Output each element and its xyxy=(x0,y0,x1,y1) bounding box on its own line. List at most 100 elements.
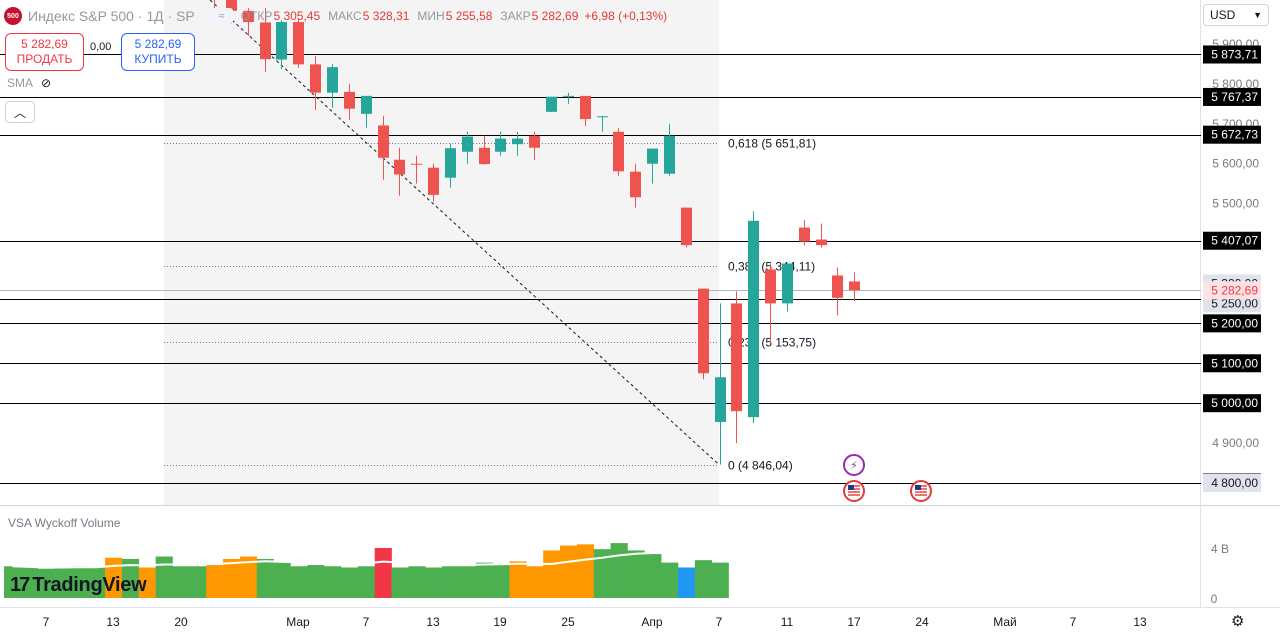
volume-bar xyxy=(458,566,477,598)
volume-bar xyxy=(526,566,544,598)
candle-body xyxy=(529,135,540,148)
volume-bar xyxy=(576,544,595,598)
us-flag-icon xyxy=(910,480,932,502)
candle-body xyxy=(226,0,237,11)
time-axis-label: 7 xyxy=(43,615,50,629)
candle-body xyxy=(664,135,675,174)
time-axis-label: 25 xyxy=(561,615,575,629)
volume-bar xyxy=(442,566,460,598)
change-value: +6,98 (+0,13%) xyxy=(584,9,668,23)
sell-label: ПРОДАТЬ xyxy=(16,52,73,66)
level-label: 5 873,71 xyxy=(1211,47,1258,61)
candle-body xyxy=(832,275,843,298)
level-label: 5 407,07 xyxy=(1211,234,1258,248)
volume-bar xyxy=(711,562,729,598)
last-price-label: 5 282,69 xyxy=(1211,283,1258,297)
volume-bar xyxy=(121,558,140,598)
collapse-indicators-button[interactable]: ︿ xyxy=(5,101,35,123)
level-label: 5 767,37 xyxy=(1211,90,1258,104)
level-label-bg xyxy=(1203,314,1261,333)
volume-bar xyxy=(560,545,578,598)
candle-body xyxy=(748,220,759,418)
time-axis-label: 13 xyxy=(426,615,440,629)
time-axis-label: 13 xyxy=(106,615,120,629)
volume-bar xyxy=(138,567,156,598)
level-label: 5 200,00 xyxy=(1211,316,1258,330)
low-value: 5 255,58 xyxy=(445,9,493,23)
candle-body xyxy=(563,95,574,97)
volume-bar xyxy=(357,566,375,598)
candle-body xyxy=(260,22,271,60)
settings-gear-icon[interactable]: ⚙ xyxy=(1231,613,1245,630)
volume-bar xyxy=(661,562,679,598)
candle-body xyxy=(411,163,422,165)
volume-bar xyxy=(290,566,308,598)
lightning-icon xyxy=(843,454,865,476)
volume-bar xyxy=(694,560,712,598)
volume-bar xyxy=(408,566,426,598)
low-label: МИН xyxy=(417,9,445,23)
candle-body xyxy=(428,167,439,195)
volume-bar xyxy=(256,558,274,598)
volume-indicator-label[interactable]: VSA Wyckoff Volume xyxy=(8,516,121,530)
eye-off-icon[interactable]: ⊘ xyxy=(41,76,52,90)
volume-bar xyxy=(223,558,241,598)
buy-price: 5 282,69 xyxy=(134,37,182,51)
candle-body xyxy=(276,22,287,60)
buy-label: КУПИТЬ xyxy=(134,52,182,66)
volume-bar xyxy=(307,565,325,598)
sma-indicator[interactable]: SMA ⊘ xyxy=(7,76,51,90)
buy-button[interactable]: 5 282,69 КУПИТЬ xyxy=(121,33,195,71)
last-price-label-bg xyxy=(1203,281,1261,300)
candle-body xyxy=(698,288,709,374)
volume-axis-label: 0 xyxy=(1211,592,1218,606)
candle-body xyxy=(293,22,304,65)
close-value: 5 282,69 xyxy=(531,9,579,23)
time-axis-label: Май xyxy=(993,615,1017,629)
candle-body xyxy=(849,281,860,291)
volume-bar xyxy=(4,566,22,598)
currency-select[interactable]: USD ▼ xyxy=(1203,4,1269,26)
volume-bar xyxy=(593,549,611,598)
symbol-logo-icon[interactable]: 500 xyxy=(4,7,22,25)
time-axis-label: 17 xyxy=(847,615,861,629)
candle-body xyxy=(731,303,742,412)
currency-value: USD xyxy=(1210,8,1236,22)
sma-label: SMA xyxy=(7,76,34,90)
lightning-glyph: ⚡ xyxy=(850,459,858,472)
gray-level-label: 5 250,00 xyxy=(1211,296,1258,310)
tradingview-mark-icon: 17 xyxy=(10,574,30,596)
volume-bar xyxy=(341,567,359,598)
time-axis-label: 13 xyxy=(1133,615,1147,629)
volume-bar xyxy=(610,543,628,598)
sell-button[interactable]: 5 282,69 ПРОДАТЬ xyxy=(5,33,84,71)
high-label: МАКС xyxy=(328,9,362,23)
fib-level-label: 0,618 (5 651,81) xyxy=(728,137,816,151)
tradingview-logo[interactable]: 17 TradingView xyxy=(10,574,147,597)
price-axis-label: 5 600,00 xyxy=(1212,157,1259,171)
time-axis-label: 24 xyxy=(915,615,929,629)
level-label-bg xyxy=(1203,354,1261,373)
fib-level-label: 0 (4 846,04) xyxy=(728,459,793,473)
candle-body xyxy=(344,91,355,109)
time-axis-label: 7 xyxy=(716,615,723,629)
tradingview-wordmark: TradingView xyxy=(32,574,147,596)
price-axis-label: 4 900,00 xyxy=(1212,436,1259,450)
level-label-bg xyxy=(1203,87,1261,106)
candle-body xyxy=(580,95,591,120)
symbol-title[interactable]: Индекс S&P 500 · 1Д · SP xyxy=(28,8,195,24)
candle-body xyxy=(782,263,793,304)
candle-body xyxy=(462,136,473,152)
volume-bar xyxy=(206,565,224,598)
volume-bar xyxy=(105,557,123,598)
chevron-up-icon: ︿ xyxy=(13,105,26,120)
level-label-bg xyxy=(1203,45,1261,64)
candle-body xyxy=(378,125,389,158)
volume-bar xyxy=(324,566,342,598)
volume-bar xyxy=(644,554,662,598)
visibility-toggle-icon[interactable]: ≈ xyxy=(210,8,233,24)
volume-bar xyxy=(492,565,510,598)
volume-bar xyxy=(239,556,258,598)
level-label: 5 100,00 xyxy=(1211,356,1258,370)
